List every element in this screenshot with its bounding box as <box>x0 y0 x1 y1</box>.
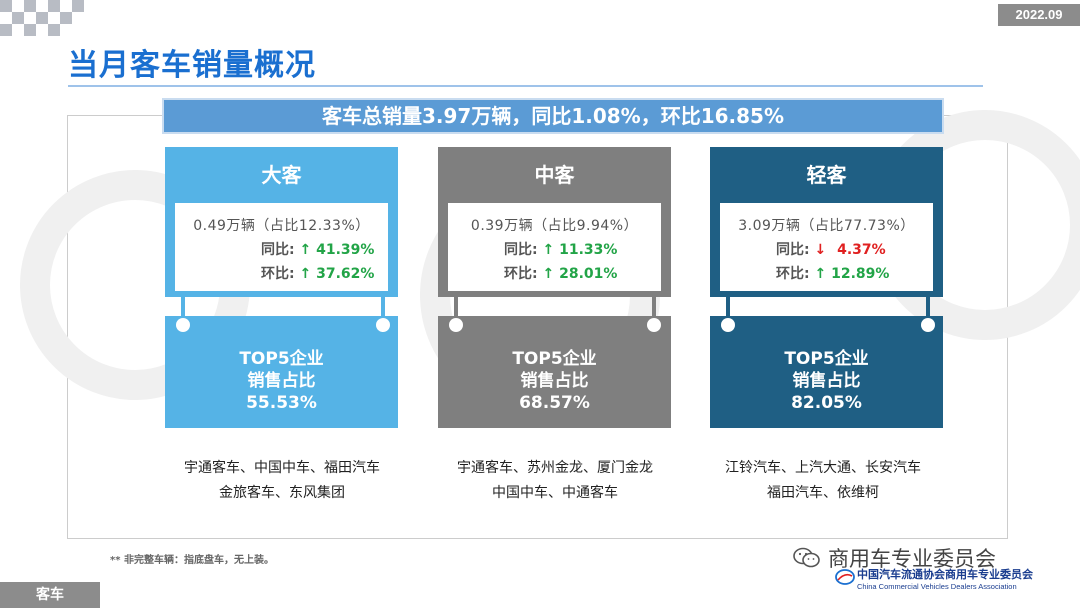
mom-row: 环比: ↑ 28.01% <box>448 263 661 283</box>
mom-row: 环比: ↑ 37.62% <box>175 263 388 283</box>
mom-value: 12.89% <box>831 266 890 282</box>
hanger-bar <box>454 295 458 325</box>
top-brands-list: 宇通客车、中国中车、福田汽车 金旅客车、东风集团 <box>152 456 412 506</box>
hook-dot <box>647 318 661 332</box>
summary-banner: 客车总销量3.97万辆，同比1.08%，环比16.85% <box>162 98 944 134</box>
wechat-account-name: 商用车专业委员会 <box>828 547 996 571</box>
association-logo: 中国汽车流通协会商用车专业委员会 China Commercial Vehicl… <box>835 566 1067 591</box>
hook-dot <box>721 318 735 332</box>
stats-card: 0.49万辆（占比12.33%） 同比: ↑ 41.39% 环比: ↑ 37.6… <box>173 201 390 293</box>
top5-sublabel: 销售占比 <box>792 371 861 391</box>
segment-header: 中客 <box>438 147 671 203</box>
segment-header: 轻客 <box>710 147 943 203</box>
yoy-label: 同比: <box>776 242 810 258</box>
corner-checker-pattern <box>0 0 90 36</box>
hook-dot <box>376 318 390 332</box>
mom-label: 环比: <box>261 266 295 282</box>
yoy-row: 同比: ↑ 41.39% <box>175 239 388 259</box>
top5-label: TOP5企业 <box>784 349 869 369</box>
yoy-value: 4.37% <box>837 242 886 258</box>
top5-share-box: TOP5企业 销售占比 55.53% <box>165 316 398 428</box>
mom-label: 环比: <box>776 266 810 282</box>
mom-arrow-icon: ↑ <box>542 266 555 282</box>
association-emblem-icon <box>835 569 855 585</box>
association-name-cn: 中国汽车流通协会商用车专业委员会 <box>857 568 1033 581</box>
segment-stats-panel: 3.09万辆（占比77.73%） 同比: ↓ 4.37% 环比: ↑ 12.89… <box>710 201 943 297</box>
volume-text: 0.39万辆（占比9.94%） <box>470 218 639 234</box>
yoy-label: 同比: <box>504 242 538 258</box>
top5-share-box: TOP5企业 销售占比 68.57% <box>438 316 671 428</box>
mom-value: 37.62% <box>316 266 375 282</box>
section-tag: 客车 <box>0 582 100 608</box>
segment-name: 轻客 <box>806 163 847 187</box>
association-name-en: China Commercial Vehicles Dealers Associ… <box>857 582 1017 591</box>
segment-column-large: 大客 0.49万辆（占比12.33%） 同比: ↑ 41.39% 环比: ↑ 3… <box>165 147 398 297</box>
wechat-account: 商用车专业委员会 <box>792 543 996 573</box>
mom-label: 环比: <box>504 266 538 282</box>
date-badge: 2022.09 <box>998 4 1080 26</box>
segment-stats-panel: 0.39万辆（占比9.94%） 同比: ↑ 11.33% 环比: ↑ 28.01… <box>438 201 671 297</box>
top5-value: 82.05% <box>791 393 862 413</box>
hanger-bar <box>726 295 730 325</box>
mom-arrow-icon: ↑ <box>814 266 827 282</box>
yoy-arrow-icon: ↑ <box>299 242 312 258</box>
hook-dot <box>921 318 935 332</box>
volume-text: 0.49万辆（占比12.33%） <box>193 218 370 234</box>
segment-header: 大客 <box>165 147 398 203</box>
segment-stats-panel: 0.49万辆（占比12.33%） 同比: ↑ 41.39% 环比: ↑ 37.6… <box>165 201 398 297</box>
yoy-value: 11.33% <box>559 242 618 258</box>
top5-sublabel: 销售占比 <box>520 371 589 391</box>
mom-row: 环比: ↑ 12.89% <box>720 263 933 283</box>
top5-label: TOP5企业 <box>239 349 324 369</box>
yoy-arrow-icon: ↑ <box>542 242 555 258</box>
stats-card: 0.39万辆（占比9.94%） 同比: ↑ 11.33% 环比: ↑ 28.01… <box>446 201 663 293</box>
segment-column-medium: 中客 0.39万辆（占比9.94%） 同比: ↑ 11.33% 环比: ↑ 28… <box>438 147 671 297</box>
hanger-bar <box>181 295 185 325</box>
top5-value: 55.53% <box>246 393 317 413</box>
brands-line: 中国中车、中通客车 <box>492 485 618 501</box>
yoy-label: 同比: <box>261 242 295 258</box>
hook-dot <box>449 318 463 332</box>
mom-value: 28.01% <box>559 266 618 282</box>
footnote: ** 非完整车辆：指底盘车，无上装。 <box>110 555 274 566</box>
hook-dot <box>176 318 190 332</box>
hanger-bar <box>652 295 656 325</box>
volume-text: 3.09万辆（占比77.73%） <box>738 218 915 234</box>
segment-column-light: 轻客 3.09万辆（占比77.73%） 同比: ↓ 4.37% 环比: ↑ 12… <box>710 147 943 297</box>
yoy-value: 41.39% <box>316 242 375 258</box>
yoy-row: 同比: ↑ 11.33% <box>448 239 661 259</box>
segment-name: 中客 <box>534 163 575 187</box>
top5-label: TOP5企业 <box>512 349 597 369</box>
top5-sublabel: 销售占比 <box>247 371 316 391</box>
brands-line: 宇通客车、中国中车、福田汽车 <box>184 460 380 476</box>
hanger-bar <box>926 295 930 325</box>
top5-value: 68.57% <box>519 393 590 413</box>
top5-share-box: TOP5企业 销售占比 82.05% <box>710 316 943 428</box>
top-brands-list: 江铃汽车、上汽大通、长安汽车 福田汽车、依维柯 <box>693 456 953 506</box>
page-title: 当月客车销量概况 <box>68 48 316 83</box>
brands-line: 宇通客车、苏州金龙、厦门金龙 <box>457 460 653 476</box>
hanger-bar <box>381 295 385 325</box>
top-brands-list: 宇通客车、苏州金龙、厦门金龙 中国中车、中通客车 <box>425 456 685 506</box>
wechat-icon <box>793 547 820 568</box>
brands-line: 福田汽车、依维柯 <box>767 485 879 501</box>
stats-card: 3.09万辆（占比77.73%） 同比: ↓ 4.37% 环比: ↑ 12.89… <box>718 201 935 293</box>
brands-line: 金旅客车、东风集团 <box>219 485 345 501</box>
mom-arrow-icon: ↑ <box>299 266 312 282</box>
yoy-arrow-icon: ↓ <box>814 242 827 258</box>
brands-line: 江铃汽车、上汽大通、长安汽车 <box>725 460 921 476</box>
segment-name: 大客 <box>261 163 302 187</box>
yoy-row: 同比: ↓ 4.37% <box>720 239 933 259</box>
title-divider <box>68 85 983 87</box>
